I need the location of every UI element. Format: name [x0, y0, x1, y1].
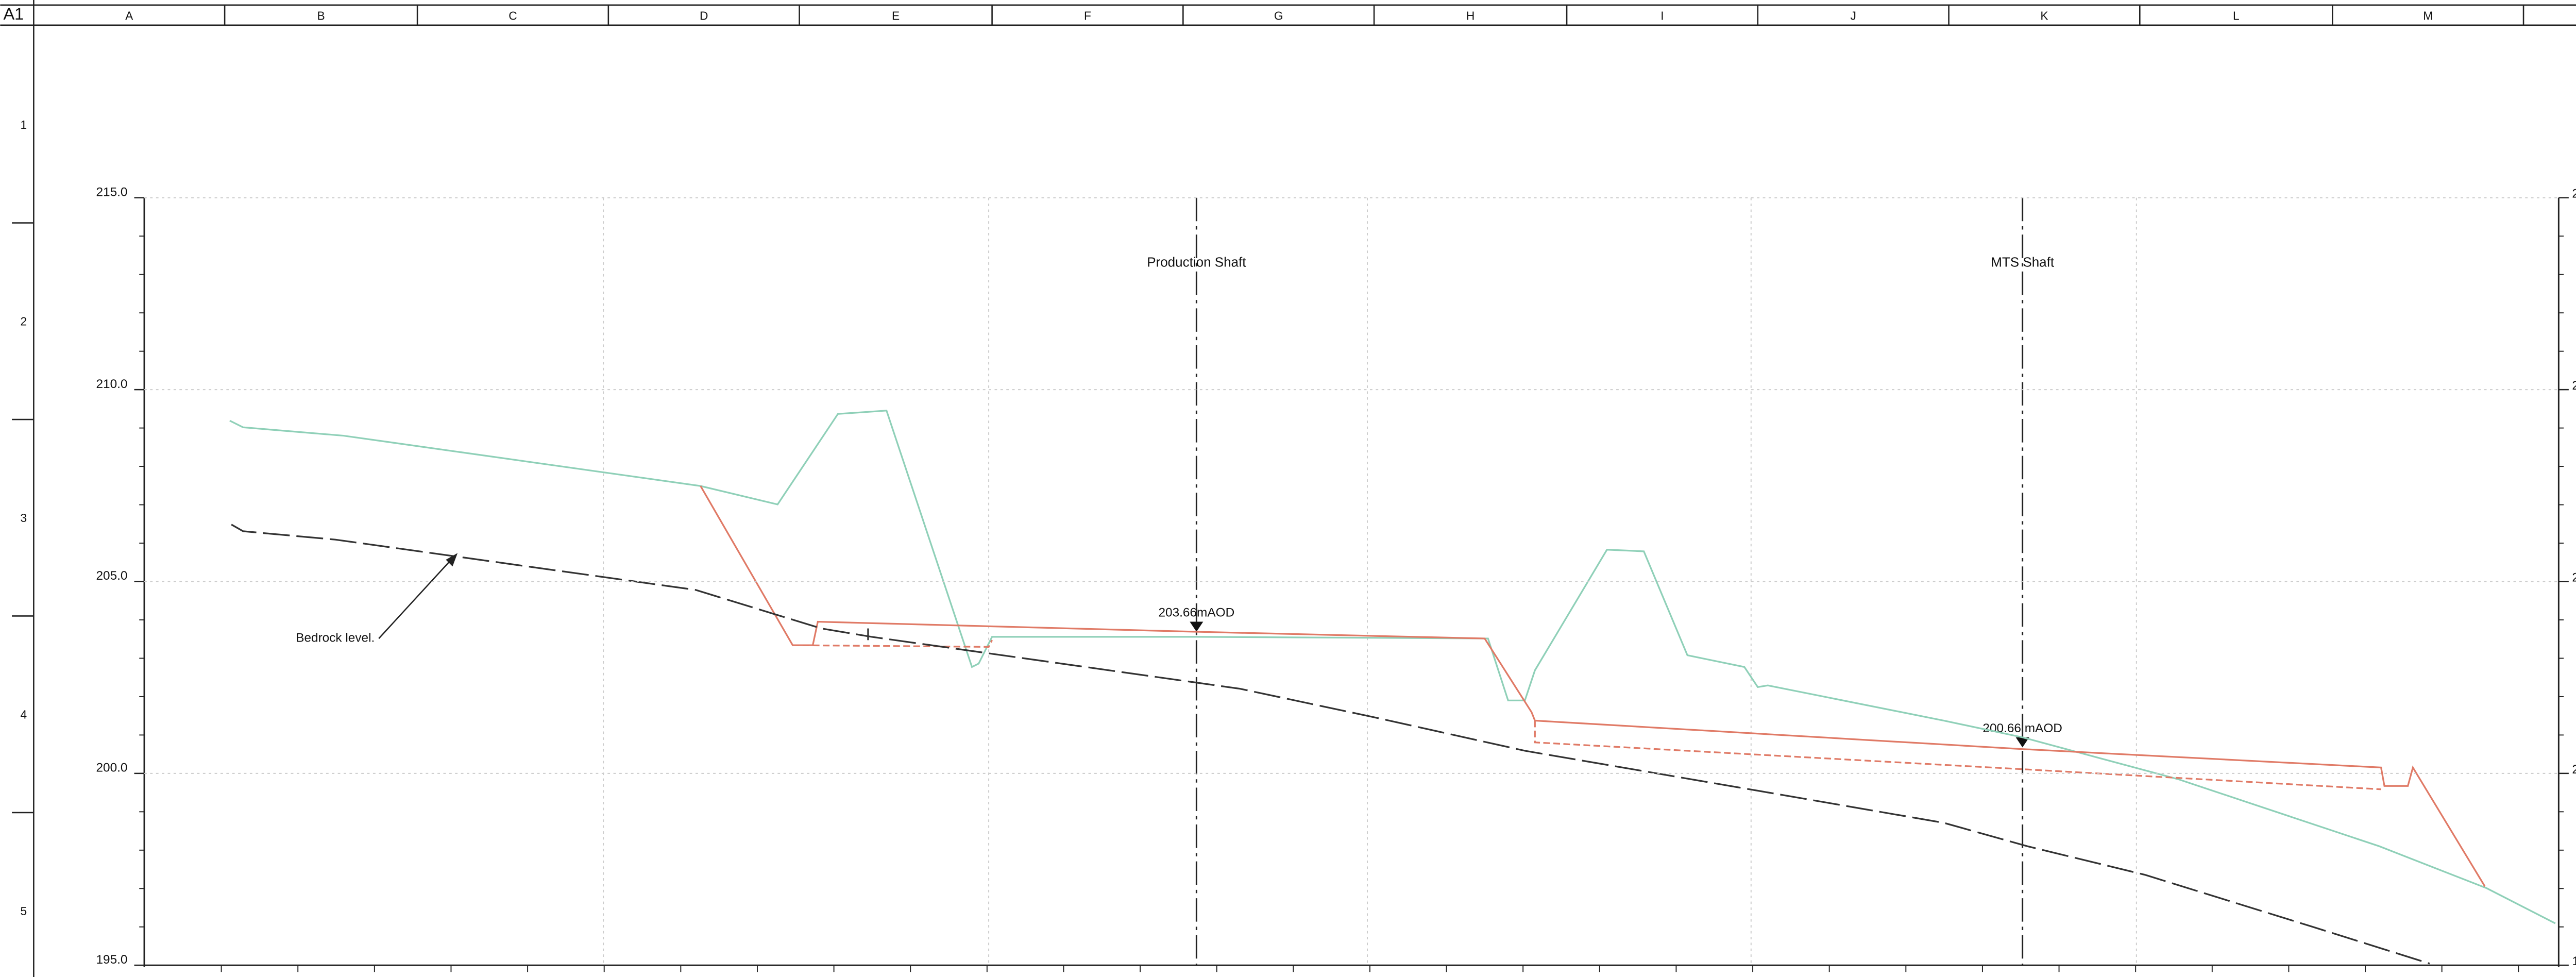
row-label: 1	[21, 118, 27, 131]
column-label: A	[125, 9, 133, 23]
y-tick-label: 205.0	[96, 569, 127, 583]
column-label: E	[892, 9, 900, 23]
column-label: D	[700, 9, 708, 23]
level-marker	[1190, 621, 1204, 632]
arrow-head	[446, 553, 458, 567]
minor-ticks	[139, 235, 2564, 972]
y-tick-label: 200.0	[96, 761, 127, 775]
shaft-label: Production Shaft	[1147, 254, 1246, 269]
y-tick-label: 210.0	[2572, 379, 2576, 393]
column-label: M	[2423, 9, 2433, 23]
y-tick-label: 215.0	[2572, 187, 2576, 201]
column-label: I	[1660, 9, 1664, 23]
annotation: Bedrock level.	[296, 631, 375, 645]
y-tick-label: 205.0	[2572, 570, 2576, 584]
y-tick-label: 210.0	[96, 377, 127, 391]
row-label: 5	[21, 904, 27, 918]
proposed-profile-dashed	[792, 639, 993, 648]
level-label: 203.66mAOD	[1159, 606, 1235, 620]
column-label: G	[1274, 9, 1283, 23]
y-tick-label: 195.0	[96, 953, 127, 967]
row-label: 4	[21, 708, 27, 721]
column-label: H	[1466, 9, 1475, 23]
y-tick-label: 215.0	[96, 185, 127, 199]
column-label: B	[317, 9, 325, 23]
row-label: 3	[21, 511, 27, 525]
level-marker	[2015, 737, 2029, 748]
column-label: J	[1851, 9, 1856, 23]
shaft-label: MTS Shaft	[1991, 254, 2055, 269]
column-label: K	[2040, 9, 2048, 23]
proposed-profile-dashed	[1534, 720, 2381, 790]
column-label: F	[1084, 9, 1091, 23]
ground-profile	[229, 410, 2556, 924]
column-label: C	[509, 9, 517, 23]
y-tick-label: 200.0	[2572, 763, 2576, 777]
row-label: 2	[21, 314, 27, 328]
column-label: L	[2233, 9, 2240, 23]
level-label: 200.66 mAOD	[1982, 721, 2062, 735]
proposed-profile	[700, 485, 2486, 887]
annotation-arrow	[378, 555, 455, 639]
bedrock-profile	[231, 524, 2430, 965]
axes	[143, 197, 2560, 967]
sheet-id: A1	[3, 5, 24, 23]
y-tick-label: 195.0	[2572, 954, 2576, 968]
